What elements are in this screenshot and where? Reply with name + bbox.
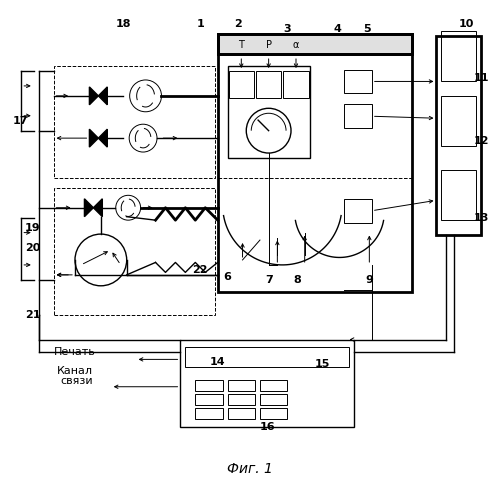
Bar [228,380,255,391]
Text: 22: 22 [192,265,208,275]
Text: 5: 5 [363,24,370,34]
Text: 9: 9 [366,275,374,285]
Polygon shape [90,129,98,147]
Bar [218,34,412,54]
Text: Фиг. 1: Фиг. 1 [227,462,273,476]
Bar [228,71,254,99]
Text: Канал: Канал [58,366,94,376]
Bar [218,34,412,54]
Text: T: T [238,40,244,50]
Polygon shape [90,87,98,105]
Text: 10: 10 [458,19,474,29]
Bar [54,188,215,314]
Bar [442,170,476,220]
Bar [436,36,481,235]
Polygon shape [94,199,102,216]
Bar [180,340,354,426]
Polygon shape [98,129,108,147]
Bar [196,394,222,405]
Text: 8: 8 [294,275,301,285]
Bar [344,104,372,128]
Bar [186,347,350,367]
Text: 13: 13 [474,212,489,222]
Text: 21: 21 [25,310,40,320]
Bar [256,71,281,99]
Text: 2: 2 [234,19,241,29]
Bar [54,66,215,178]
Text: 7: 7 [265,275,273,285]
Bar [228,66,310,158]
Text: Печать: Печать [54,347,96,357]
Text: 20: 20 [25,242,40,252]
Text: 4: 4 [333,24,341,34]
Bar [344,70,372,94]
Text: 18: 18 [116,19,131,29]
Bar [218,34,412,292]
Bar [260,408,287,419]
Bar [228,408,255,419]
Polygon shape [84,199,94,216]
Text: P: P [266,40,272,50]
Text: 12: 12 [474,136,489,145]
Bar [260,394,287,405]
Text: 19: 19 [25,222,40,232]
Bar [196,380,222,391]
Bar [442,96,476,146]
Bar [228,394,255,405]
Text: α: α [293,40,299,50]
Bar [442,31,476,81]
Text: 14: 14 [210,357,226,367]
Bar [260,380,287,391]
Text: 16: 16 [260,422,275,432]
Text: 17: 17 [12,116,28,126]
Bar [284,71,308,99]
Text: связи: связи [61,376,94,386]
Polygon shape [98,87,108,105]
Text: 11: 11 [474,74,489,84]
Bar [344,199,372,222]
Text: 15: 15 [314,360,330,370]
Text: 6: 6 [224,272,232,282]
Text: 1: 1 [196,19,204,29]
Bar [196,408,222,419]
Text: 3: 3 [284,24,291,34]
